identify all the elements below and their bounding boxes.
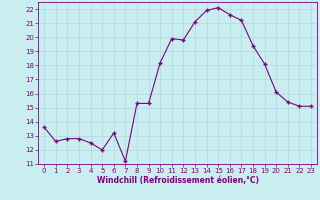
X-axis label: Windchill (Refroidissement éolien,°C): Windchill (Refroidissement éolien,°C) bbox=[97, 176, 259, 185]
